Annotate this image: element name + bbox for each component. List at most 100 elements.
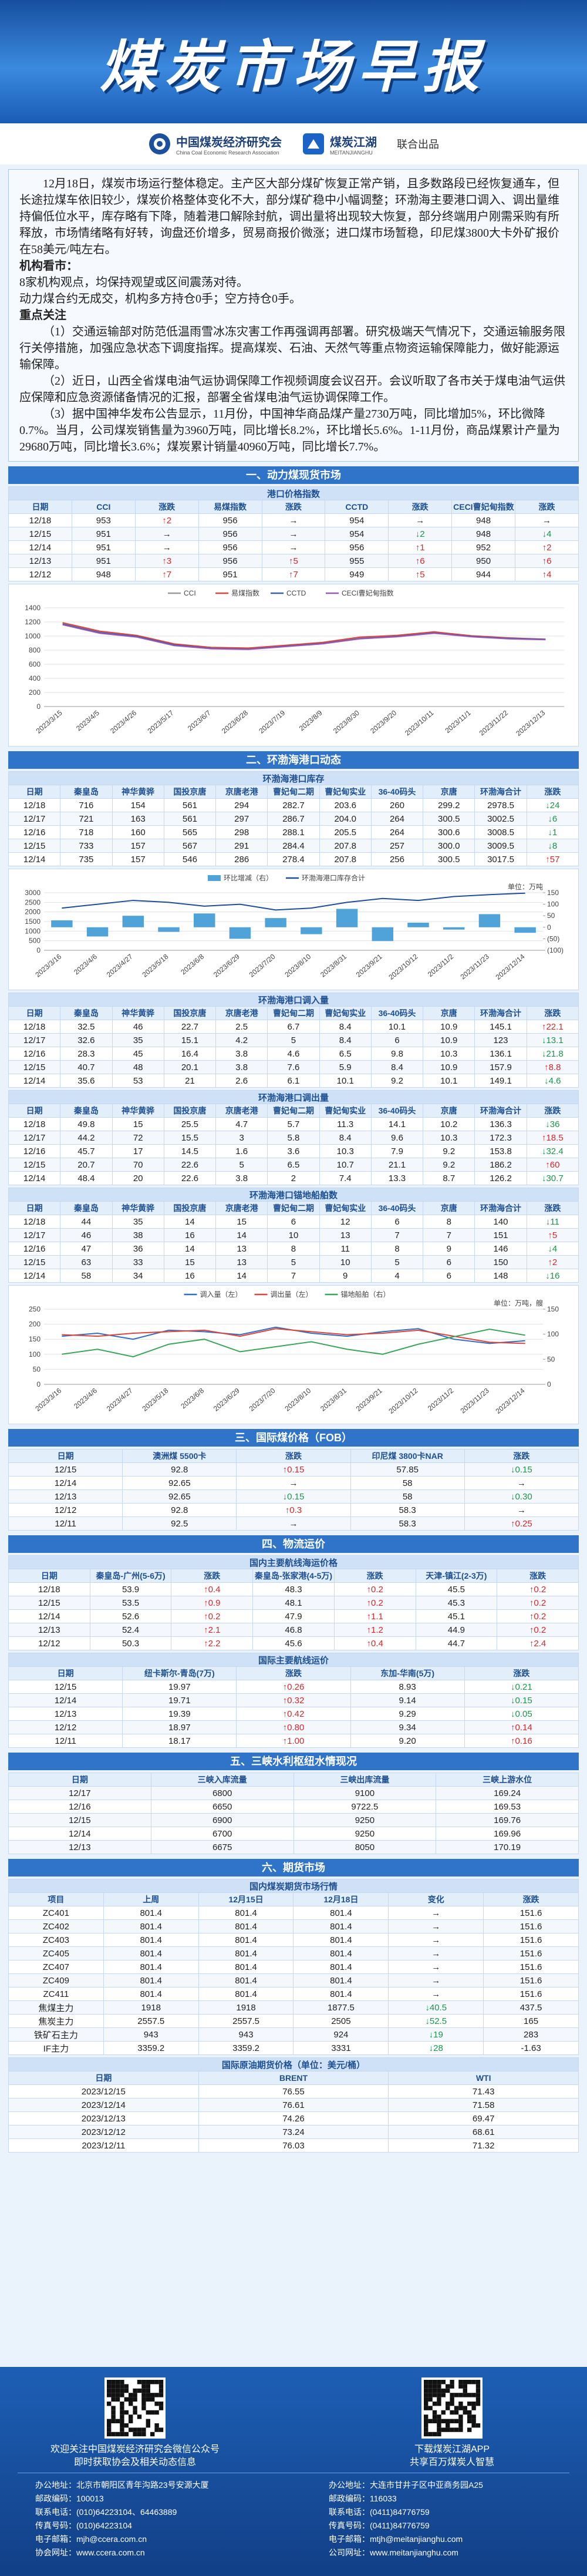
cell: 20: [112, 1171, 164, 1185]
cell: 12/11: [8, 1734, 123, 1748]
column-header: 涨跌: [526, 1006, 579, 1020]
qr-cell: [446, 2427, 450, 2432]
cell: 19.97: [122, 1680, 237, 1694]
qr-cell: [458, 2380, 463, 2385]
data-row: 2023/12/14 76.61 71.58: [8, 2098, 579, 2112]
cell: 151.6: [483, 1960, 579, 1974]
cell: ↑6: [388, 554, 453, 568]
column-header: 国投京唐: [163, 1006, 217, 1020]
qr-cell: [446, 2388, 450, 2393]
x-tick-label: 2023/9/21: [355, 952, 384, 978]
cell: 44: [60, 1215, 113, 1229]
cell: ↑0.9: [171, 1596, 254, 1610]
qr-cell: [463, 2388, 467, 2393]
section-title: 四、物流运价: [8, 1535, 579, 1553]
column-header: 曹妃甸实业: [319, 1006, 372, 1020]
cell: 22.6: [163, 1158, 217, 1172]
data-table: 国内主要航线海运价格 日期 秦皇岛-广州(5-6万) 涨跌 秦皇岛-张家港(4-5万) 涨…: [8, 1555, 579, 1650]
cell: 1877.5: [293, 2000, 389, 2015]
cell: 3002.5: [474, 812, 527, 826]
x-tick-label: 2023/6/7: [186, 708, 212, 732]
qr-cell: [129, 2393, 133, 2397]
data-row: 12/15 951 → 956 → 954 ↓2 948 ↓4: [8, 527, 579, 541]
cell: 76.55: [198, 2084, 389, 2099]
address-line: 协会网址：www.ccera.com.cn: [35, 2548, 145, 2557]
cell: 801.4: [293, 1906, 389, 1920]
data-row: 焦煤主力 1918 1918 1877.5 ↓40.5 437.5: [8, 2000, 579, 2015]
y-tick-label: 1500: [25, 917, 41, 926]
qr-cell: [150, 2397, 155, 2402]
cell: ZC407: [8, 1960, 104, 1974]
x-tick-label: 2023/4/5: [75, 708, 101, 732]
qr-cell: [463, 2406, 467, 2410]
cell: 12/15: [8, 1680, 123, 1694]
cell: ↑0.3: [236, 1503, 351, 1517]
data-row: 焦炭主力 2557.5 2557.5 2505 ↓52.5 165: [8, 2014, 579, 2028]
cell: 154: [112, 798, 164, 812]
cell: 12/15: [8, 1255, 61, 1269]
x-tick-label: 2023/7/19: [257, 708, 286, 735]
table-title: 国内主要航线海运价格: [8, 1555, 579, 1569]
qr-cell: [120, 2410, 124, 2415]
chart: 调入量（左） 调出量（左） 锚地船舶（右） 单位：万吨，艘 0 50 100 150 200 25…: [29, 1290, 559, 1415]
cell: 48.1: [252, 1596, 335, 1610]
qr-cell: [432, 2414, 437, 2419]
header-row: 日期 CCI 涨跌 易煤指数 涨跌 CCTD 涨跌 CECI曹妃甸指数 涨跌: [8, 500, 579, 514]
cell: 288.1: [267, 825, 320, 839]
qr-cell: [471, 2380, 476, 2385]
cell: 4.2: [215, 1033, 268, 1047]
qr-code: [104, 2377, 166, 2439]
cell: 10.7: [319, 1158, 372, 1172]
header-row: 日期 秦皇岛 神华黄骅 国投京唐 京唐老港 曹妃甸二期 曹妃甸实业 36-40码头 京唐 环渤海合…: [8, 785, 579, 799]
data-row: 12/15 6900 9250 169.76: [8, 1813, 579, 1827]
qr-cell: [437, 2397, 441, 2402]
cell: 951: [198, 567, 262, 581]
cell: 2023/12/13: [8, 2111, 199, 2126]
cell: 801.4: [293, 1919, 389, 1933]
x-tick-label: 2023/4/6: [72, 952, 99, 976]
cell: ↓2: [388, 527, 453, 541]
cell: ZC409: [8, 1973, 104, 1988]
column-header: 涨跌: [464, 1666, 579, 1680]
column-header: 涨跌: [515, 500, 579, 514]
cell: ↑4: [515, 567, 579, 581]
cell: 297: [215, 812, 268, 826]
cell: →: [134, 527, 199, 541]
column-header: 36-40码头: [370, 1006, 424, 1020]
qr-cell: [158, 2388, 164, 2393]
qr-cell: [115, 2388, 120, 2393]
x-tick-label: 2023/6/28: [220, 708, 249, 735]
cell: 12/15: [8, 1596, 90, 1610]
data-row: ZC402 801.4 801.4 801.4 → 151.6: [8, 1919, 579, 1933]
cell: 136.3: [474, 1117, 527, 1131]
chart-box: CCI 易煤指数 CCTD CECI曹妃甸指数 0 200 400 600 800 1000 120…: [8, 584, 579, 746]
org-name-en: China Coal Economic Research Association: [176, 149, 279, 156]
qr-cell: [129, 2427, 133, 2432]
qr-cell: [120, 2432, 124, 2437]
cell: 12/17: [8, 1786, 151, 1800]
cell: 44.9: [415, 1623, 498, 1637]
cell: →: [388, 1919, 484, 1933]
y-tick-label: 800: [29, 646, 41, 654]
cell: 35: [112, 1215, 164, 1229]
bar: [372, 927, 393, 941]
qr-cell: [146, 2380, 150, 2385]
x-tick-label: 2023/6/8: [179, 952, 205, 976]
cell: 92.65: [122, 1489, 237, 1504]
cell: 10.2: [423, 1117, 475, 1131]
header-row: 日期 秦皇岛 神华黄骅 国投京唐 京唐老港 曹妃甸二期 曹妃甸实业 36-40码头 京唐 环渤海合…: [8, 1104, 579, 1118]
data-row: 12/11 18.17 ↑1.00 9.20 ↑0.16: [8, 1734, 579, 1748]
cell: ↓28: [388, 2041, 484, 2055]
y-tick-label: 1000: [25, 632, 41, 640]
cell: 53.5: [89, 1596, 172, 1610]
cell: 300.5: [423, 812, 475, 826]
x-tick-label: 2023/4/26: [109, 708, 138, 735]
qr-cell: [158, 2380, 164, 2385]
cell: 3.6: [267, 1144, 320, 1158]
data-row: 12/14 92.65 → 58 →: [8, 1476, 579, 1490]
table-title-row: 环渤海港口锚地船舶数: [8, 1188, 579, 1202]
cell: 63: [60, 1255, 113, 1269]
table-title-row: 国内主要航线海运价格: [8, 1555, 579, 1569]
cell: 9: [423, 1242, 475, 1256]
cell: 10: [267, 1228, 320, 1242]
